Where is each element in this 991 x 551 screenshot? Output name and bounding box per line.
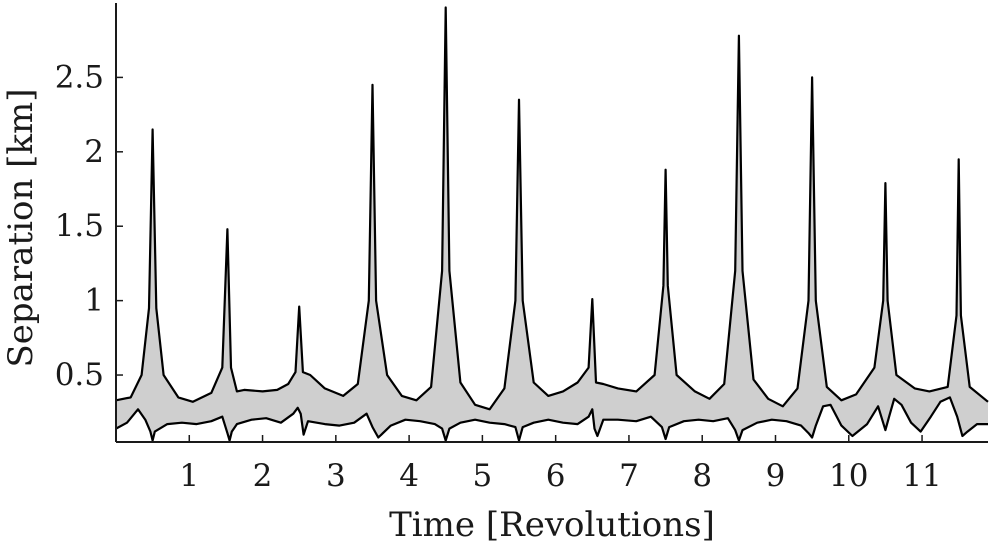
- axes: [115, 3, 988, 443]
- x-tick-label: 11: [902, 458, 941, 494]
- lower-separation-line: [115, 396, 988, 442]
- y-tick-label: 0.5: [55, 357, 104, 393]
- x-tick-label: 5: [473, 458, 493, 494]
- y-tick-label: 1.5: [55, 208, 104, 244]
- y-tick-label: 2.5: [55, 59, 104, 95]
- y-ticks: 0.5 1 1.5 2 2.5: [55, 59, 123, 393]
- y-tick-label: 2: [84, 134, 104, 170]
- x-axis-title: Time [Revolutions]: [389, 505, 715, 545]
- x-tick-label: 2: [253, 458, 273, 494]
- x-tick-label: 9: [766, 458, 786, 494]
- x-tick-label: 8: [692, 458, 712, 494]
- x-tick-label: 1: [179, 458, 199, 494]
- separation-range-band: [116, 7, 988, 441]
- upper-separation-line: [115, 6, 989, 411]
- plot-area: [115, 6, 989, 442]
- x-tick-label: 7: [619, 458, 639, 494]
- x-tick-label: 6: [546, 458, 566, 494]
- x-ticks: 1 2 3 4 5 6 7 8 9 10 11: [179, 435, 942, 494]
- y-axis-title: Separation [km]: [1, 88, 41, 367]
- x-tick-label: 3: [326, 458, 346, 494]
- y-tick-label: 1: [84, 283, 104, 319]
- x-tick-label: 4: [399, 458, 419, 494]
- x-tick-label: 10: [829, 458, 868, 494]
